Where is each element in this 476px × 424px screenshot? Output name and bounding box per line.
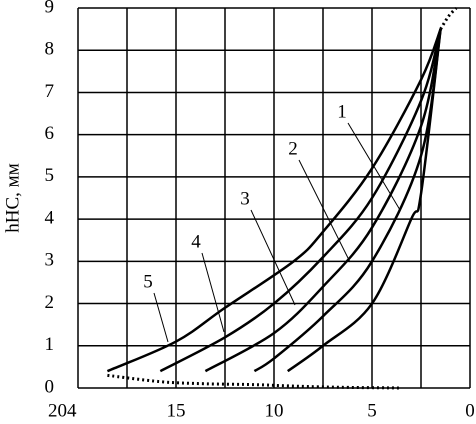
y-tick-label: 0 — [45, 376, 55, 397]
y-axis-label: hНС, мм — [2, 163, 23, 232]
series-label: 3 — [240, 188, 250, 209]
x-tick-label: 10 — [265, 400, 284, 421]
x-tick-label: 15 — [167, 400, 186, 421]
leader-line — [153, 292, 169, 343]
x-tick-label: 5 — [367, 400, 377, 421]
y-tick-label: 1 — [45, 334, 55, 355]
y-tick-label: 5 — [45, 165, 55, 186]
x-tick-label: 204 — [48, 400, 77, 421]
y-tick-label: 7 — [45, 81, 55, 102]
leader-line — [298, 159, 351, 263]
dotted-line — [107, 373, 402, 390]
series-label: 1 — [337, 101, 347, 122]
series-label: 2 — [288, 138, 298, 159]
x-tick-label: 0 — [465, 400, 475, 421]
y-tick-label: 6 — [45, 123, 55, 144]
leader-line — [250, 209, 296, 306]
curve — [106, 28, 442, 373]
y-tick-label: 8 — [45, 39, 55, 60]
curve — [204, 28, 442, 373]
series-label: 4 — [191, 231, 201, 252]
dotted-line — [439, 6, 458, 30]
curve — [253, 28, 442, 373]
y-tick-label: 3 — [45, 250, 55, 271]
leader-line — [201, 252, 225, 333]
curve — [159, 28, 442, 373]
y-tick-label: 4 — [45, 207, 55, 228]
y-tick-label: 9 — [45, 0, 55, 17]
curve — [286, 28, 442, 373]
y-tick-label: 2 — [45, 292, 55, 313]
series-label: 5 — [143, 271, 153, 292]
